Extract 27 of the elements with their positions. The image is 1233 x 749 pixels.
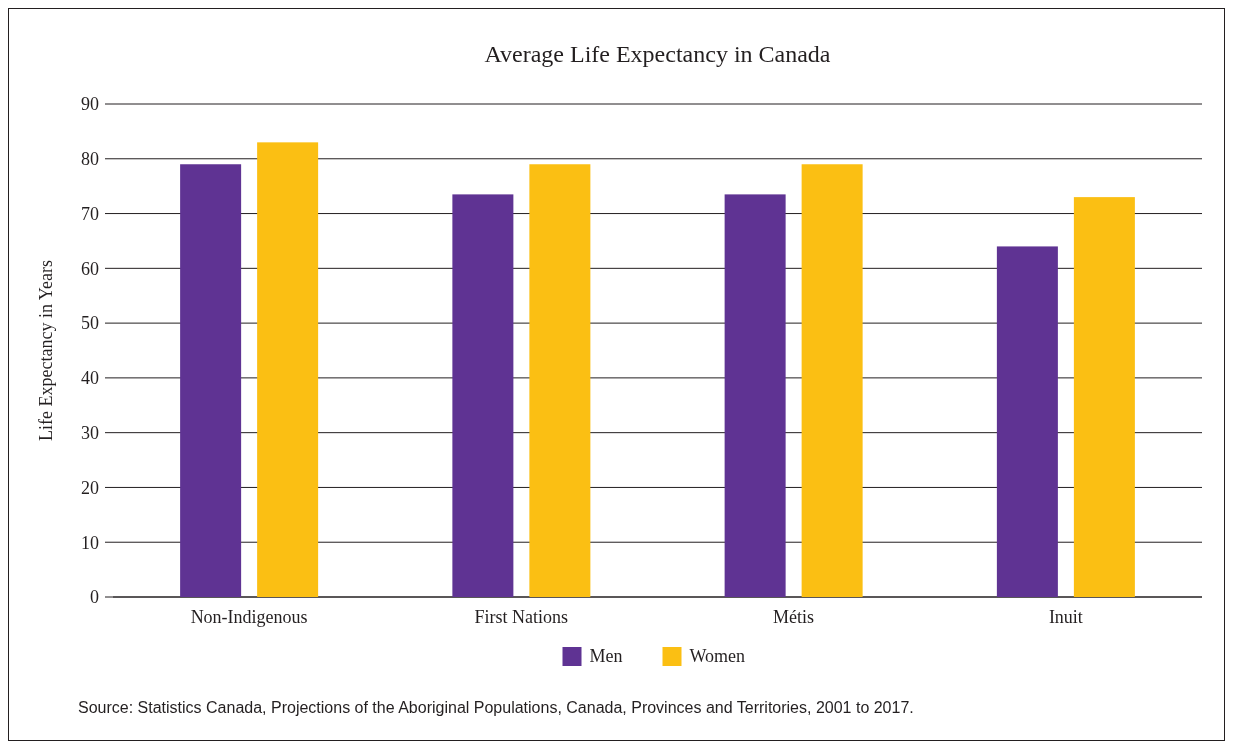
bar — [801, 164, 863, 597]
y-tick-label: 0 — [90, 587, 99, 608]
y-tick-label: 10 — [81, 532, 99, 553]
bar — [180, 164, 242, 597]
bar — [257, 142, 319, 597]
y-tick-label: 20 — [81, 477, 99, 498]
bar — [996, 246, 1058, 597]
x-tick-label: First Nations — [474, 607, 569, 627]
y-tick-label: 40 — [81, 368, 99, 389]
y-tick-label: 70 — [81, 203, 99, 224]
source-note: Source: Statistics Canada, Projections of the Aboriginal Populations, Canada, Provinces and Territories, 2001 to 2017. — [78, 699, 914, 716]
bar — [452, 194, 514, 597]
y-axis-title: Life Expectancy in Years — [36, 260, 56, 441]
x-tick-label: Non-Indigenous — [190, 607, 308, 627]
legend-label: Men — [589, 646, 623, 667]
chart-title: Average Life Expectancy in Canada — [484, 41, 831, 67]
legend-label: Women — [689, 646, 746, 667]
y-tick-label: 60 — [81, 258, 99, 279]
bar — [1073, 197, 1135, 597]
y-tick-label: 90 — [81, 94, 99, 115]
x-tick-label: Inuit — [1048, 607, 1083, 627]
y-tick-label: 50 — [81, 313, 99, 334]
x-tick-label: Métis — [773, 607, 815, 627]
bar — [529, 164, 591, 597]
y-tick-label: 30 — [81, 422, 99, 443]
bar — [724, 194, 786, 597]
y-tick-label: 80 — [81, 149, 99, 170]
